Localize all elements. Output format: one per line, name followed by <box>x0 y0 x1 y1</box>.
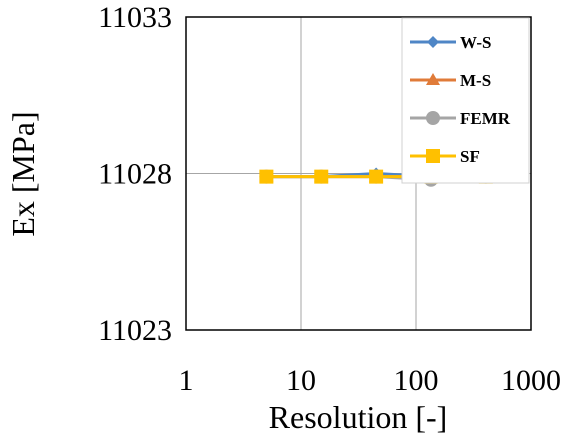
x-tick-label: 100 <box>394 364 439 397</box>
y-axis-label: Ex [MPa] <box>5 111 41 236</box>
legend-item-m-s: M-S <box>410 71 491 90</box>
legend-marker <box>426 149 440 163</box>
x-tick-label: 1 <box>179 364 194 397</box>
legend: W-S M-S FEMR SF <box>401 17 530 184</box>
legend-item-w-s: W-S <box>410 33 492 52</box>
legend-item-sf: SF <box>410 147 480 166</box>
legend-item-femr: FEMR <box>410 109 511 128</box>
legend-marker <box>426 111 440 125</box>
y-tick-label: 11023 <box>98 314 172 347</box>
legend-marker <box>427 36 439 48</box>
legend-label: SF <box>460 147 480 166</box>
data-point <box>314 169 329 184</box>
legend-label: W-S <box>460 33 492 52</box>
x-axis-label: Resolution [-] <box>269 399 448 435</box>
y-tick-label: 11033 <box>98 1 172 34</box>
legend-marker <box>426 73 440 85</box>
legend-label: FEMR <box>460 109 511 128</box>
data-point <box>259 169 274 184</box>
plot-area <box>185 16 532 331</box>
tick-labels: 1 10 100 1000 11023 11028 11033 <box>98 1 561 397</box>
x-tick-label: 1000 <box>501 364 561 397</box>
x-tick-label: 10 <box>286 364 316 397</box>
y-tick-label: 11028 <box>98 158 172 191</box>
legend-label: M-S <box>460 71 491 90</box>
data-point <box>369 169 384 184</box>
